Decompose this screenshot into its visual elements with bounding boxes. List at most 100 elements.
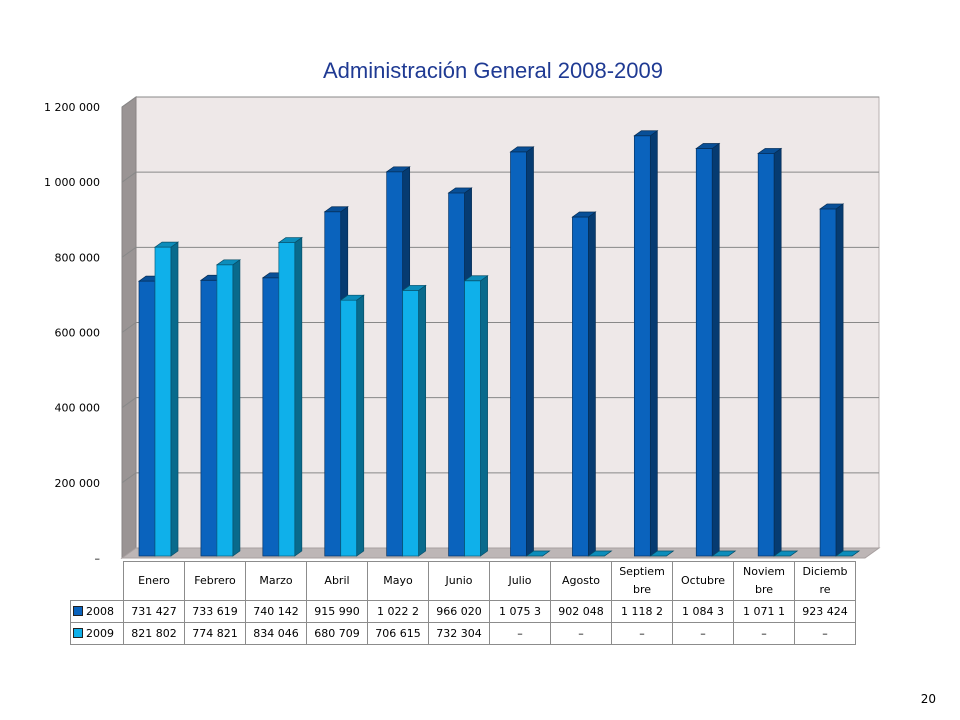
table-cell: 774 821	[184, 622, 246, 645]
bar-front	[154, 246, 172, 557]
table-cell: –	[611, 622, 673, 645]
bar-top	[834, 550, 861, 557]
table-cell: 915 990	[306, 600, 368, 623]
legend-swatch	[73, 605, 83, 616]
table-cell: 966 020	[428, 600, 490, 623]
bar-front	[278, 242, 296, 557]
bar	[525, 550, 551, 557]
bar-front	[464, 280, 481, 557]
gridline	[121, 171, 879, 183]
bar-top	[323, 206, 349, 213]
legend-entry: 2009	[70, 622, 124, 645]
bar-front	[340, 299, 358, 557]
bar-side	[588, 211, 596, 557]
bar-side	[480, 275, 488, 557]
bar-top	[463, 275, 489, 282]
bar-front	[819, 208, 837, 557]
bar-top	[695, 143, 721, 149]
bar-side	[418, 284, 427, 557]
table-category-label: Julio	[489, 561, 551, 601]
table-cell: –	[794, 622, 856, 645]
gridline	[121, 322, 879, 333]
bar	[509, 146, 535, 557]
y-tick-label: 800 000	[55, 251, 101, 264]
bar	[757, 147, 783, 557]
table-cell: –	[672, 622, 734, 645]
table-category-label: Agosto	[550, 561, 612, 601]
y-tick-label: 600 000	[55, 327, 101, 340]
table-cell: 923 424	[794, 600, 856, 623]
chart-floor	[120, 547, 881, 559]
table-header-row: Enero Febrero Marzo Abril Mayo Junio Julio Agos…	[71, 561, 856, 601]
table-cell: 732 304	[428, 622, 490, 645]
bar-side	[711, 142, 720, 557]
table-category-label: Abril	[306, 561, 368, 601]
y-tick-label: 200 000	[55, 477, 101, 490]
table-category-label: Mayo	[367, 561, 429, 601]
table-cell: 740 142	[245, 600, 307, 623]
table-category-label: Marzo	[245, 561, 307, 601]
table-category-label: Septiem bre	[611, 561, 673, 601]
table-cell: 1 022 2	[367, 600, 429, 623]
bar	[463, 275, 489, 557]
bar-top	[757, 148, 783, 154]
bar-top	[509, 146, 535, 153]
bar	[571, 211, 597, 557]
table-category-label: Febrero	[184, 561, 246, 601]
gridline	[121, 96, 879, 108]
table-cell: 733 619	[184, 600, 246, 623]
legend-entry: 2008	[70, 600, 124, 623]
bar-side	[835, 203, 844, 557]
chart-title: Administración General 2008-2009	[323, 58, 663, 83]
table-cell: 1 071 1	[733, 600, 795, 623]
bar-top	[818, 203, 845, 210]
table-category-label: Enero	[123, 561, 185, 601]
legend-swatch	[73, 627, 83, 638]
bar-top	[525, 550, 551, 557]
bar-front	[216, 264, 234, 557]
y-tick-label: 1 200 000	[44, 101, 100, 114]
bar	[401, 284, 427, 557]
bar-front	[757, 153, 775, 557]
bar-top	[571, 211, 597, 218]
bar	[633, 130, 659, 557]
table-cell: 821 802	[123, 622, 185, 645]
bar	[834, 550, 861, 557]
table-category-label: Diciemb re	[794, 561, 856, 601]
bar-side	[649, 130, 658, 557]
y-axis-ticks: – 200 000 400 000 600 000 800 000 1 000 000 1 …	[44, 101, 100, 565]
y-tick-label: 1 000 000	[44, 176, 100, 189]
bar	[587, 550, 613, 557]
table-cell: 1 118 2	[611, 600, 673, 623]
table-row-2009: 2009 821 802 774 821 834 046 680 709 706 615 7…	[70, 622, 856, 645]
bar-front	[695, 148, 713, 557]
gridline	[121, 472, 879, 484]
bar-side	[526, 146, 534, 557]
bar	[711, 550, 737, 557]
bar	[153, 241, 180, 557]
table-cell: 902 048	[550, 600, 612, 623]
bar-front	[138, 280, 156, 557]
bar-side	[232, 259, 241, 557]
bar-side	[773, 147, 782, 557]
bar-top	[447, 187, 473, 194]
bar-top	[385, 166, 411, 173]
bar-side	[170, 241, 179, 557]
bar-top	[277, 237, 303, 243]
bar-top	[773, 550, 799, 557]
table-cell: 834 046	[245, 622, 307, 645]
gridline	[121, 246, 879, 258]
legend-label: 2008	[86, 604, 114, 618]
gridline	[121, 397, 879, 409]
table-category-label: Noviem bre	[733, 561, 795, 601]
bar-front	[572, 216, 589, 557]
bar-front	[200, 279, 218, 557]
table-cell: –	[550, 622, 612, 645]
y-tick-label: –	[95, 552, 101, 565]
table-category-label: Junio	[428, 561, 490, 601]
bar	[339, 294, 365, 557]
bar	[277, 236, 303, 557]
bar-front	[633, 135, 651, 557]
